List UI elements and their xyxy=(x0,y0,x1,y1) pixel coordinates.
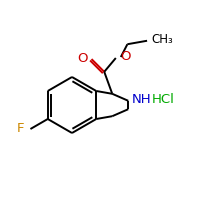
Text: F: F xyxy=(17,122,24,136)
Text: O: O xyxy=(120,50,130,63)
Text: HCl: HCl xyxy=(152,93,175,106)
Text: O: O xyxy=(77,52,88,65)
Text: CH₃: CH₃ xyxy=(151,33,173,46)
Text: NH: NH xyxy=(132,93,152,106)
